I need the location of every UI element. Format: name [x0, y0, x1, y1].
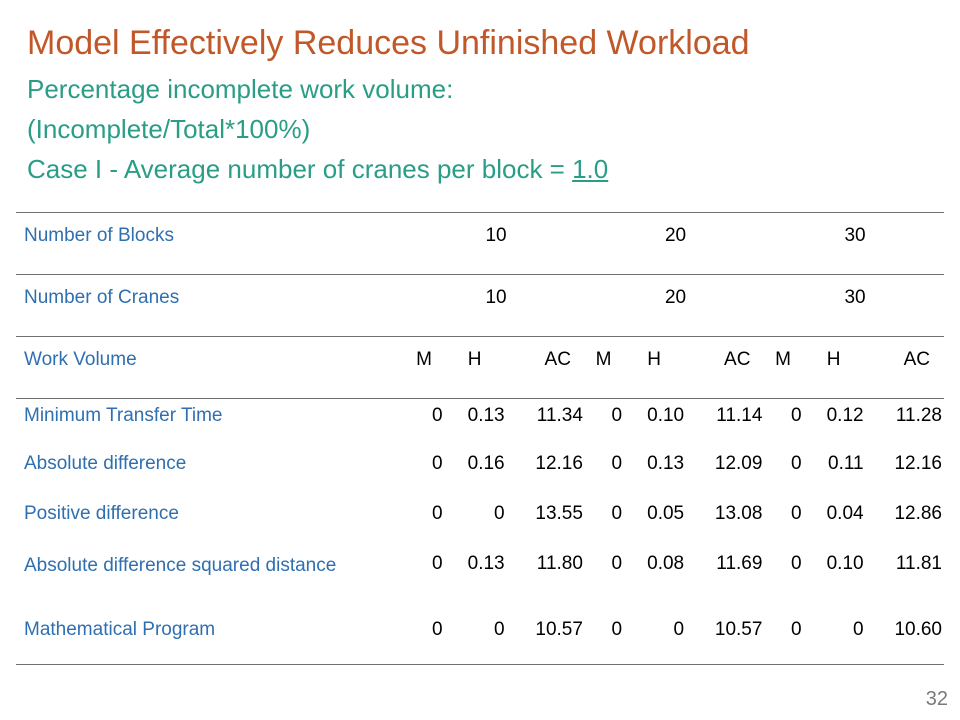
work-volume-col: AC: [686, 336, 765, 399]
row-label: Absolute difference squared distance: [24, 554, 337, 576]
table-cell: 0: [444, 614, 507, 665]
blocks-label: Number of Blocks: [16, 212, 406, 275]
table-cell: 0: [611, 502, 623, 524]
table-row: Minimum Transfer Time 0 0.13 11.34 0 0.1…: [16, 398, 944, 449]
work-volume-col: M: [764, 336, 804, 399]
work-volume-col: M: [405, 336, 445, 399]
row-label: Positive difference: [24, 502, 179, 524]
table-cell: 0: [803, 614, 866, 665]
table-cell: 0: [405, 614, 445, 665]
table-cell: 0.16: [467, 452, 505, 474]
subtitle-line-2: (Incomplete/Total*100%): [27, 114, 311, 144]
row-label: Mathematical Program: [16, 614, 406, 665]
table-cell: 0.12: [803, 398, 866, 449]
table-cell: 12.09: [714, 452, 763, 474]
table-cell: 10.57: [686, 614, 765, 665]
work-volume-col: M: [584, 336, 625, 399]
table-cell: 11.69: [716, 552, 763, 574]
slide-title: Model Effectively Reduces Unfinished Wor…: [27, 24, 750, 62]
table-cell: 11.81: [895, 552, 942, 574]
table-cell: 0.11: [828, 452, 864, 474]
table-cell: 0: [611, 452, 623, 474]
work-volume-col: H: [624, 336, 687, 399]
table-cell: 13.55: [535, 502, 583, 524]
row-label: Minimum Transfer Time: [16, 398, 406, 449]
results-table: Number of Blocks 10 20 30 Number of Cran…: [16, 212, 944, 665]
page-number: 32: [925, 688, 948, 710]
work-volume-row: Work Volume M H AC M H AC M H AC: [16, 336, 944, 399]
blocks-value: 10: [405, 212, 507, 275]
subtitle-line-1: Percentage incomplete work volume:: [27, 74, 454, 104]
table-cell: 11.28: [865, 398, 944, 449]
table-cell: 0: [611, 552, 623, 574]
table-row: Absolute difference 0 0.16 12.16 0 0.13 …: [16, 449, 944, 499]
table-cell: 10.60: [865, 614, 944, 665]
table-cell: 0: [791, 552, 802, 574]
table-cell: 0: [584, 614, 625, 665]
blocks-row: Number of Blocks 10 20 30: [16, 212, 944, 275]
row-label: Absolute difference: [24, 452, 187, 474]
table-cell: 13.08: [714, 502, 763, 524]
table-cell: 0: [764, 398, 804, 449]
cranes-value: 20: [584, 274, 687, 337]
average-cranes-value: 1.0: [572, 154, 609, 184]
blocks-value: 30: [764, 212, 866, 275]
table-cell: 0: [405, 398, 445, 449]
table-cell: 0: [432, 552, 443, 574]
work-volume-col: H: [444, 336, 507, 399]
table-cell: 0: [432, 502, 443, 524]
table-cell: 0.08: [647, 552, 685, 574]
work-volume-col: H: [803, 336, 866, 399]
table-cell: 0.04: [826, 502, 864, 524]
work-volume-label: Work Volume: [16, 336, 406, 399]
table-cell: 10.57: [506, 614, 585, 665]
table-cell: 0.13: [444, 398, 507, 449]
subtitle-line-3: Case I - Average number of cranes per bl…: [27, 152, 608, 186]
table-row: Positive difference 0 0 13.55 0 0.05 13.…: [16, 499, 944, 549]
table-cell: 0: [791, 452, 802, 474]
cranes-value: 30: [764, 274, 866, 337]
table-cell: 12.16: [894, 452, 942, 474]
table-cell: 0.10: [624, 398, 687, 449]
cranes-value: 10: [405, 274, 507, 337]
table-cell: 12.16: [535, 452, 583, 474]
table-cell: 11.14: [686, 398, 765, 449]
table-cell: 0: [584, 398, 625, 449]
table-row: Mathematical Program 0 0 10.57 0 0 10.57…: [16, 614, 944, 665]
table-cell: 0: [764, 614, 804, 665]
table-cell: 0: [624, 614, 687, 665]
blocks-value: 20: [584, 212, 687, 275]
table-cell: 0.13: [467, 552, 505, 574]
table-cell: 12.86: [894, 502, 942, 524]
table-cell: 11.80: [536, 552, 583, 574]
cranes-label: Number of Cranes: [16, 274, 406, 337]
table-cell: 11.34: [506, 398, 585, 449]
table-cell: 0.10: [826, 552, 864, 574]
table-cell: 0.05: [647, 502, 685, 524]
work-volume-col: AC: [506, 336, 585, 399]
table-row: Absolute difference squared distance 0 0…: [16, 549, 944, 615]
subtitle-case-text: Case I - Average number of cranes per bl…: [27, 154, 573, 184]
work-volume-col: AC: [865, 336, 944, 399]
table-cell: 0: [791, 502, 802, 524]
table-cell: 0: [494, 502, 505, 524]
cranes-row: Number of Cranes 10 20 30: [16, 274, 944, 337]
table-cell: 0.13: [647, 452, 685, 474]
table-cell: 0: [432, 452, 443, 474]
